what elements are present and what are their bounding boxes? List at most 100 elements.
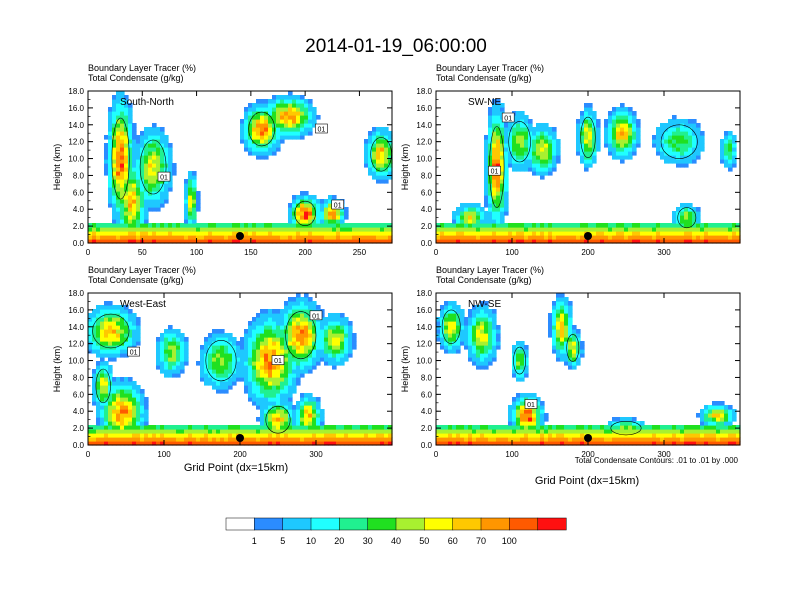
heat-cell bbox=[688, 235, 693, 240]
heat-cell bbox=[560, 429, 565, 434]
heat-cell bbox=[264, 345, 269, 350]
heat-cell bbox=[536, 127, 541, 132]
heat-cell bbox=[124, 171, 129, 176]
heat-cell bbox=[284, 329, 289, 334]
heat-cell bbox=[592, 151, 597, 156]
heat-cell bbox=[664, 227, 669, 232]
heat-cell bbox=[688, 231, 693, 236]
heat-cell bbox=[112, 357, 117, 362]
heat-cell bbox=[440, 333, 445, 338]
heat-cell bbox=[488, 337, 493, 342]
heat-cell bbox=[280, 341, 285, 346]
heat-cell bbox=[136, 401, 141, 406]
heat-cell bbox=[528, 227, 533, 232]
heat-cell bbox=[540, 429, 545, 434]
contour-label: 01 bbox=[160, 175, 168, 182]
heat-cell bbox=[104, 163, 109, 168]
heat-cell bbox=[272, 417, 277, 422]
heat-cell bbox=[96, 325, 101, 330]
heat-cell bbox=[472, 207, 477, 212]
heat-cell bbox=[284, 337, 289, 342]
heat-cell bbox=[472, 317, 477, 322]
heat-cell bbox=[144, 413, 149, 418]
heat-cell bbox=[548, 429, 553, 434]
heat-cell bbox=[688, 135, 693, 140]
heat-cell bbox=[340, 223, 345, 228]
heat-cell bbox=[240, 341, 245, 346]
heat-cell bbox=[476, 317, 481, 322]
heat-cell bbox=[528, 441, 533, 446]
heat-cell bbox=[560, 337, 565, 342]
location-marker bbox=[236, 434, 244, 442]
heat-cell bbox=[696, 219, 701, 224]
heat-cell bbox=[576, 361, 581, 366]
heat-cell bbox=[548, 151, 553, 156]
heat-cell bbox=[244, 119, 249, 124]
heat-cell bbox=[116, 433, 121, 438]
condensate-contour bbox=[294, 200, 316, 226]
heat-cell bbox=[92, 313, 97, 318]
heat-cell bbox=[188, 175, 193, 180]
heat-cell bbox=[488, 341, 493, 346]
heat-cell bbox=[312, 333, 317, 338]
heat-cell bbox=[184, 349, 189, 354]
heat-cell bbox=[520, 231, 525, 236]
heat-cell bbox=[488, 187, 493, 192]
heat-cell bbox=[168, 167, 173, 172]
heat-cell bbox=[712, 405, 717, 410]
heat-cell bbox=[544, 429, 549, 434]
heat-cell bbox=[292, 195, 297, 200]
heat-cell bbox=[480, 227, 485, 232]
heat-cell bbox=[688, 123, 693, 128]
heat-cell bbox=[588, 239, 593, 244]
heat-cell bbox=[680, 223, 685, 228]
heat-cell bbox=[264, 357, 269, 362]
heat-cell bbox=[256, 99, 261, 104]
heat-cell bbox=[500, 227, 505, 232]
heat-cell bbox=[440, 235, 445, 240]
heat-cell bbox=[376, 175, 381, 180]
heat-cell bbox=[144, 183, 149, 188]
heat-cell bbox=[168, 345, 173, 350]
heat-cell bbox=[260, 313, 265, 318]
heat-cell bbox=[664, 159, 669, 164]
heat-cell bbox=[104, 377, 109, 382]
heat-cell bbox=[248, 385, 253, 390]
heat-cell bbox=[436, 223, 441, 228]
heat-cell bbox=[264, 393, 269, 398]
heat-cell bbox=[480, 341, 485, 346]
heat-cell bbox=[308, 325, 313, 330]
heat-cell bbox=[536, 131, 541, 136]
heat-cell bbox=[484, 337, 489, 342]
heat-cell bbox=[452, 301, 457, 306]
heat-cell bbox=[172, 223, 177, 228]
heat-cell bbox=[548, 231, 553, 236]
heat-cell bbox=[320, 333, 325, 338]
heat-cell bbox=[368, 239, 373, 244]
heat-cell bbox=[256, 369, 261, 374]
heat-cell bbox=[512, 441, 517, 446]
heat-cell bbox=[264, 127, 269, 132]
heat-cell bbox=[696, 151, 701, 156]
heat-cell bbox=[128, 321, 133, 326]
heat-cell bbox=[652, 425, 657, 430]
heat-cell bbox=[140, 147, 145, 152]
heat-cell bbox=[528, 393, 533, 398]
heat-cell bbox=[136, 227, 141, 232]
heat-cell bbox=[272, 135, 277, 140]
heat-cell bbox=[104, 381, 109, 386]
heat-cell bbox=[556, 159, 561, 164]
heat-cell bbox=[296, 329, 301, 334]
heat-cell bbox=[160, 231, 165, 236]
heat-cell bbox=[108, 123, 113, 128]
heat-cell bbox=[576, 357, 581, 362]
heat-cell bbox=[488, 155, 493, 160]
heat-cell bbox=[516, 357, 521, 362]
heat-cell bbox=[628, 441, 633, 446]
heat-cell bbox=[128, 231, 133, 236]
heat-cell bbox=[304, 207, 309, 212]
heat-cell bbox=[568, 231, 573, 236]
heat-cell bbox=[592, 231, 597, 236]
heat-cell bbox=[112, 223, 117, 228]
heat-cell bbox=[176, 329, 181, 334]
